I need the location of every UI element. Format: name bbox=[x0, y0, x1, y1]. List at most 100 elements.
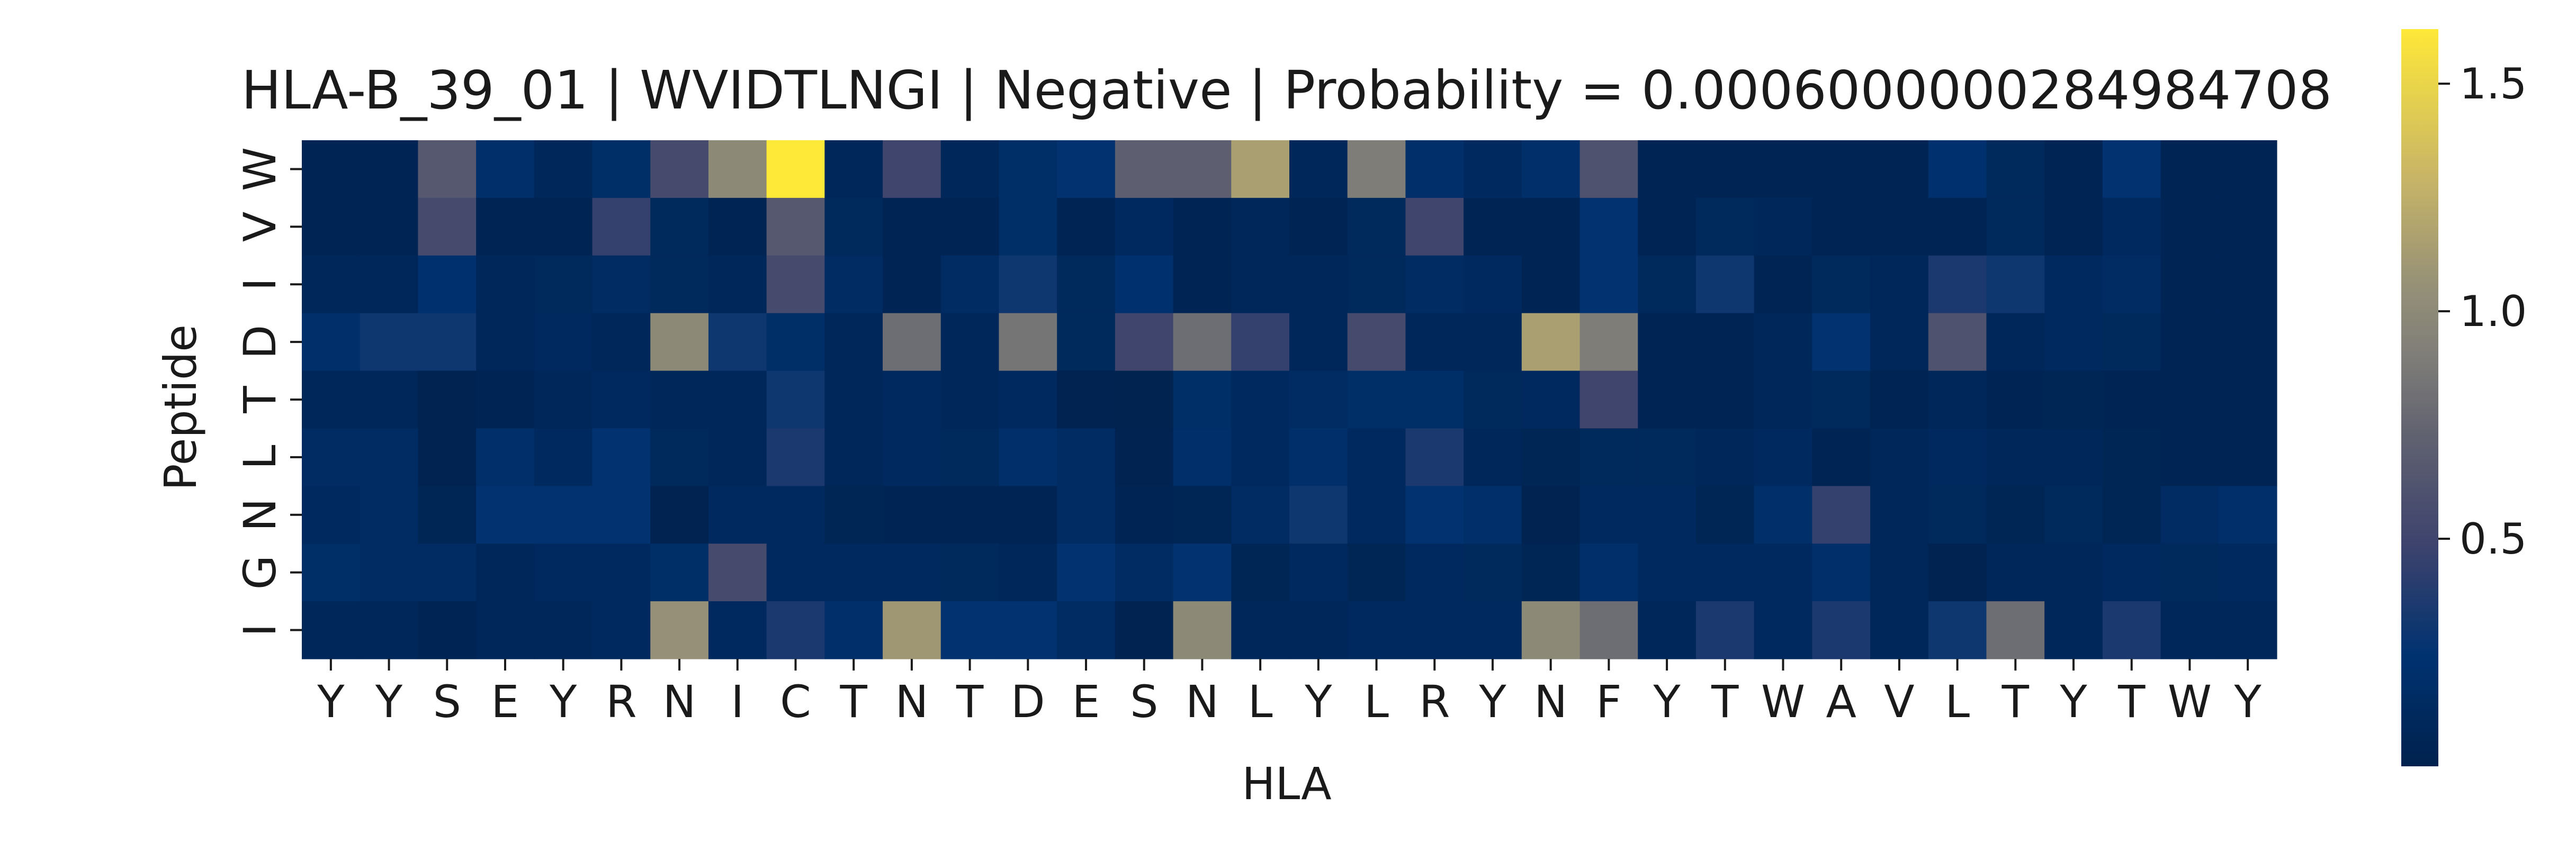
heatmap-cell bbox=[1870, 313, 1929, 372]
heatmap-cell bbox=[2044, 255, 2103, 314]
heatmap-cell bbox=[708, 370, 767, 429]
heatmap-cell bbox=[1347, 601, 1406, 659]
x-tick-label: Y bbox=[1653, 676, 1681, 728]
heatmap-cell bbox=[476, 486, 535, 544]
heatmap-cell bbox=[302, 255, 361, 314]
heatmap-cell bbox=[940, 197, 1000, 256]
heatmap-cell bbox=[302, 313, 361, 372]
chart-title: HLA-B_39_01 | WVIDTLNGI | Negative | Pro… bbox=[241, 59, 2332, 121]
heatmap-cell bbox=[708, 428, 767, 486]
heatmap-cell bbox=[650, 486, 709, 544]
x-axis-label: HLA bbox=[1242, 758, 1331, 810]
heatmap-cell bbox=[534, 486, 593, 544]
heatmap-cell bbox=[360, 140, 419, 198]
heatmap-cell bbox=[1638, 313, 1697, 372]
heatmap-cell bbox=[1289, 313, 1348, 372]
heatmap-cell bbox=[824, 370, 883, 429]
x-tick-label: W bbox=[1761, 676, 1805, 728]
heatmap-cell bbox=[1579, 197, 1638, 256]
heatmap-cell bbox=[302, 486, 361, 544]
heatmap-cell bbox=[1347, 255, 1406, 314]
heatmap-cell bbox=[824, 140, 883, 198]
heatmap-cell bbox=[650, 544, 709, 602]
heatmap-cell bbox=[1754, 197, 1812, 256]
heatmap-cell bbox=[1173, 255, 1232, 314]
heatmap-cell bbox=[940, 313, 1000, 372]
y-tick-label: D bbox=[234, 325, 286, 359]
heatmap-cell bbox=[883, 601, 941, 659]
x-tick-label: Y bbox=[549, 676, 577, 728]
heatmap-cell bbox=[1231, 486, 1290, 544]
heatmap-cell bbox=[999, 428, 1057, 486]
heatmap-cell bbox=[1928, 370, 1987, 429]
heatmap-cell bbox=[1057, 255, 1116, 314]
heatmap-cell bbox=[2044, 313, 2103, 372]
heatmap-cell bbox=[1638, 370, 1697, 429]
heatmap-cell bbox=[766, 313, 825, 372]
x-tick-label: Y bbox=[1478, 676, 1506, 728]
heatmap-cell bbox=[302, 370, 361, 429]
heatmap-cell bbox=[1754, 601, 1812, 659]
heatmap-cell bbox=[1521, 313, 1581, 372]
heatmap-cell bbox=[534, 428, 593, 486]
heatmap-cell bbox=[476, 370, 535, 429]
heatmap-cell bbox=[1695, 197, 1755, 256]
heatmap-cell bbox=[476, 601, 535, 659]
heatmap-cell bbox=[1173, 197, 1232, 256]
heatmap-cell bbox=[883, 255, 941, 314]
heatmap-cell bbox=[1464, 255, 1522, 314]
heatmap-cell bbox=[360, 601, 419, 659]
y-tick-label: I bbox=[234, 278, 286, 291]
heatmap-cell bbox=[2219, 313, 2277, 372]
heatmap-cell bbox=[1521, 140, 1581, 198]
x-tick-label: L bbox=[1248, 676, 1273, 728]
heatmap-cell bbox=[1405, 255, 1464, 314]
heatmap-cell bbox=[1986, 428, 2045, 486]
heatmap-cell bbox=[650, 370, 709, 429]
heatmap-cell bbox=[1405, 140, 1464, 198]
heatmap-cell bbox=[1986, 370, 2045, 429]
heatmap-cell bbox=[1870, 486, 1929, 544]
x-tick-label: Y bbox=[2059, 676, 2087, 728]
x-tick-label: L bbox=[1945, 676, 1970, 728]
heatmap-cell bbox=[1928, 428, 1987, 486]
heatmap-cell bbox=[1347, 140, 1406, 198]
heatmap-cell bbox=[1812, 140, 1871, 198]
x-tick-label: N bbox=[1534, 676, 1567, 728]
x-tick-label: T bbox=[840, 676, 868, 728]
heatmap-cell bbox=[1464, 140, 1522, 198]
heatmap-cell bbox=[2219, 197, 2277, 256]
heatmap-cell bbox=[883, 486, 941, 544]
heatmap-cell bbox=[1986, 486, 2045, 544]
heatmap-cell bbox=[1289, 544, 1348, 602]
heatmap-cell bbox=[418, 140, 477, 198]
heatmap-cell bbox=[766, 428, 825, 486]
heatmap-cell bbox=[2160, 486, 2219, 544]
heatmap-cell bbox=[1521, 544, 1581, 602]
heatmap-cell bbox=[1928, 544, 1987, 602]
heatmap-cell bbox=[940, 544, 1000, 602]
heatmap-cell bbox=[999, 255, 1057, 314]
heatmap-cell bbox=[650, 255, 709, 314]
x-tick-label: Y bbox=[1304, 676, 1332, 728]
x-tick-label: F bbox=[1596, 676, 1621, 728]
heatmap-cell bbox=[1231, 197, 1290, 256]
heatmap-cell bbox=[1057, 313, 1116, 372]
heatmap-cell bbox=[883, 428, 941, 486]
heatmap-cell bbox=[1405, 544, 1464, 602]
heatmap-cell bbox=[1173, 370, 1232, 429]
heatmap-cell bbox=[534, 255, 593, 314]
x-tick-label: N bbox=[1186, 676, 1219, 728]
heatmap-cell bbox=[1986, 255, 2045, 314]
colorbar-tick-label: 1.0 bbox=[2460, 287, 2527, 336]
x-tick-label: R bbox=[1419, 676, 1450, 728]
heatmap-cell bbox=[1812, 544, 1871, 602]
heatmap-cell bbox=[2160, 370, 2219, 429]
x-tick-label: N bbox=[663, 676, 696, 728]
heatmap-cells bbox=[302, 140, 2277, 659]
heatmap-cell bbox=[2219, 370, 2277, 429]
heatmap-cell bbox=[1986, 140, 2045, 198]
heatmap-cell bbox=[708, 486, 767, 544]
